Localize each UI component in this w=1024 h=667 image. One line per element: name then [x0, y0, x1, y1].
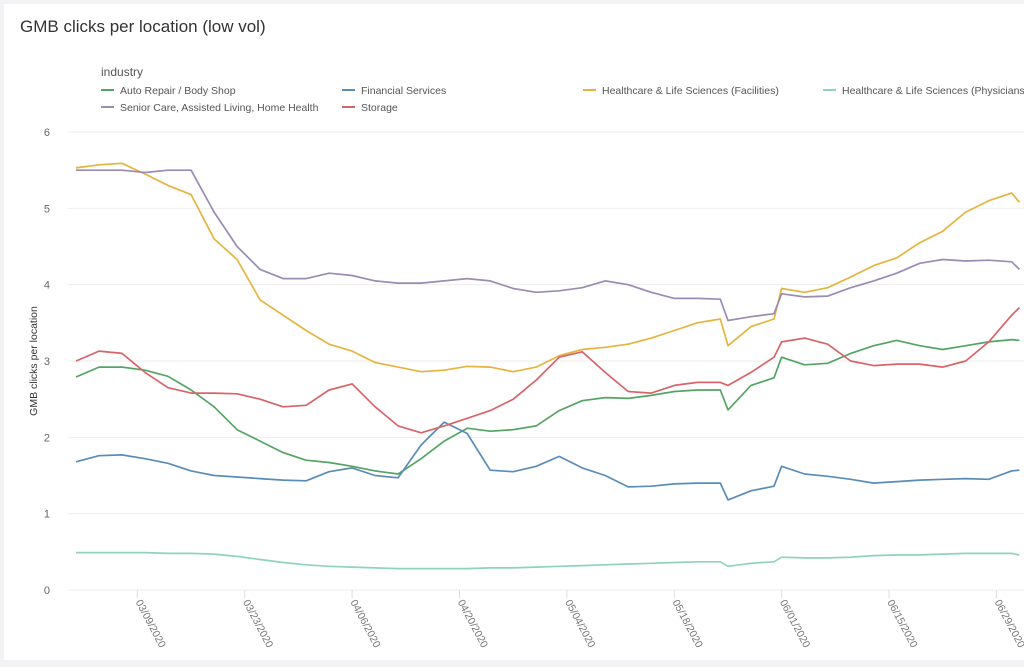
- legend-item[interactable]: Senior Care, Assisted Living, Home Healt…: [101, 102, 319, 114]
- y-axis: 0 1 2 3 4 5 6: [44, 127, 50, 597]
- series-line-financial-services[interactable]: [75, 421, 1020, 501]
- y-axis-label: GMB clicks per location: [28, 306, 40, 416]
- legend-title: industry: [101, 65, 143, 79]
- legend-label: Healthcare & Life Sciences (Physicians): [842, 85, 1024, 97]
- chart-title: GMB clicks per location (low vol): [20, 17, 266, 36]
- x-tick-label: 05/18/2020: [670, 598, 705, 650]
- gridlines: [68, 131, 1024, 591]
- legend-item[interactable]: Healthcare & Life Sciences (Facilities): [583, 85, 779, 97]
- x-tick-label: 06/29/2020: [992, 598, 1024, 650]
- series-line-storage[interactable]: [75, 306, 1020, 434]
- legend: Auto Repair / Body Shop Financial Service…: [101, 85, 1024, 114]
- y-tick-label: 1: [44, 509, 50, 521]
- x-tick-label: 03/09/2020: [133, 598, 168, 650]
- legend-label: Storage: [361, 102, 398, 114]
- series-line-auto-repair-body-shop[interactable]: [75, 338, 1020, 475]
- x-axis: 03/09/2020 03/23/2020 04/06/2020 04/20/2020…: [133, 590, 1024, 650]
- y-tick-label: 2: [44, 432, 50, 444]
- x-tick-label: 04/20/2020: [455, 598, 490, 650]
- y-tick-label: 4: [44, 280, 50, 292]
- x-tick-label: 06/01/2020: [777, 598, 812, 650]
- legend-item[interactable]: Healthcare & Life Sciences (Physicians): [823, 85, 1024, 97]
- y-tick-label: 5: [44, 203, 50, 215]
- series-line-healthcare-life-sciences-facilities[interactable]: [75, 162, 1021, 373]
- legend-item[interactable]: Storage: [342, 102, 398, 114]
- y-tick-label: 3: [44, 356, 50, 368]
- legend-item[interactable]: Financial Services: [342, 85, 446, 97]
- x-tick-label: 04/06/2020: [347, 598, 382, 650]
- legend-label: Financial Services: [361, 85, 446, 97]
- series-lines: [75, 162, 1021, 570]
- series-line-senior-care-assisted-living-home-health[interactable]: [76, 169, 1020, 322]
- y-tick-label: 0: [44, 585, 50, 597]
- x-tick-label: 03/23/2020: [240, 598, 275, 650]
- x-tick-label: 06/15/2020: [884, 598, 919, 650]
- x-tick-label: 05/04/2020: [562, 598, 597, 650]
- legend-item[interactable]: Auto Repair / Body Shop: [101, 85, 236, 97]
- legend-label: Healthcare & Life Sciences (Facilities): [602, 85, 779, 97]
- legend-label: Senior Care, Assisted Living, Home Healt…: [120, 102, 319, 114]
- series-line-healthcare-life-sciences-physicians[interactable]: [76, 551, 1020, 570]
- chart-card: [4, 4, 1024, 660]
- legend-label: Auto Repair / Body Shop: [120, 85, 236, 97]
- y-tick-label: 6: [44, 127, 50, 139]
